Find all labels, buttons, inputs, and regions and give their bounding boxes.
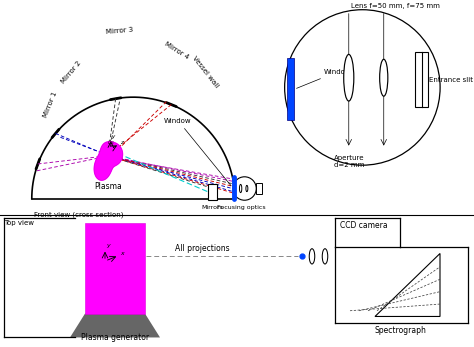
Ellipse shape — [344, 54, 354, 101]
Ellipse shape — [380, 59, 388, 96]
Bar — [287, 58, 294, 120]
Text: y: y — [106, 243, 110, 248]
Text: Plasma generator: Plasma generator — [81, 333, 149, 342]
Text: Mirror 3: Mirror 3 — [106, 27, 134, 35]
Text: Entrance slit: Entrance slit — [429, 77, 474, 83]
Text: Lens f=50 mm, f=75 mm: Lens f=50 mm, f=75 mm — [351, 3, 440, 9]
Ellipse shape — [239, 184, 242, 193]
Text: Spectrograph: Spectrograph — [374, 326, 426, 335]
Text: Mirror 1: Mirror 1 — [42, 91, 58, 119]
Text: Window: Window — [297, 69, 351, 88]
Text: Front view (cross section): Front view (cross section) — [34, 212, 123, 218]
Bar — [256, 183, 263, 194]
Text: y: y — [111, 134, 114, 138]
Bar — [208, 184, 217, 200]
Text: Window: Window — [164, 118, 231, 186]
Ellipse shape — [309, 249, 315, 264]
Text: Mirror 4: Mirror 4 — [163, 41, 189, 60]
Polygon shape — [94, 142, 123, 180]
Text: CCD camera: CCD camera — [340, 221, 388, 230]
Text: x: x — [120, 251, 124, 256]
Text: Mirror 2: Mirror 2 — [60, 59, 82, 84]
Text: All projections: All projections — [175, 244, 229, 253]
Text: Aperture
d=2 mm: Aperture d=2 mm — [334, 155, 364, 168]
Text: Plasma: Plasma — [94, 182, 122, 191]
Text: Vessel wall: Vessel wall — [191, 55, 219, 89]
Text: Top view: Top view — [4, 220, 34, 226]
Ellipse shape — [322, 249, 328, 264]
Text: $\theta_B$: $\theta_B$ — [107, 138, 115, 147]
Bar — [415, 52, 428, 107]
Text: Focusing optics: Focusing optics — [217, 204, 266, 210]
Bar — [85, 223, 145, 314]
Polygon shape — [70, 314, 160, 337]
Text: Mirrors: Mirrors — [201, 204, 223, 210]
Ellipse shape — [246, 185, 248, 192]
Text: z: z — [120, 139, 123, 145]
